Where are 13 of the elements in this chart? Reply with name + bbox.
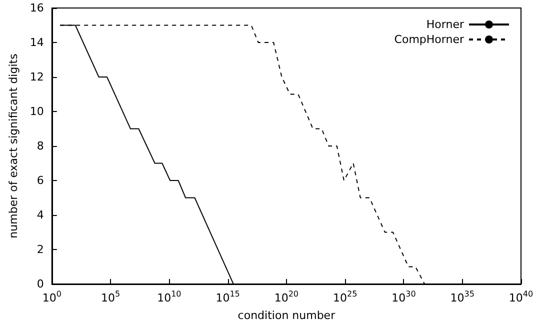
y-tick-label: 12 (30, 70, 44, 84)
y-tick-label: 2 (36, 243, 44, 256)
x-axis-title: condition number (238, 309, 336, 322)
y-tick-label: 8 (36, 140, 44, 152)
y-tick-label: 0 (36, 278, 44, 290)
legend-label: CompHorner (394, 33, 464, 46)
legend-label: Horner (426, 18, 464, 31)
y-tick-label: 14 (30, 36, 44, 49)
y-tick-label: 16 (30, 2, 44, 14)
y-tick-label: 6 (36, 174, 44, 187)
y-tick-label: 4 (36, 208, 44, 222)
y-tick-label: 10 (30, 105, 44, 118)
y-axis-title: number of exact significant digits (7, 53, 20, 238)
